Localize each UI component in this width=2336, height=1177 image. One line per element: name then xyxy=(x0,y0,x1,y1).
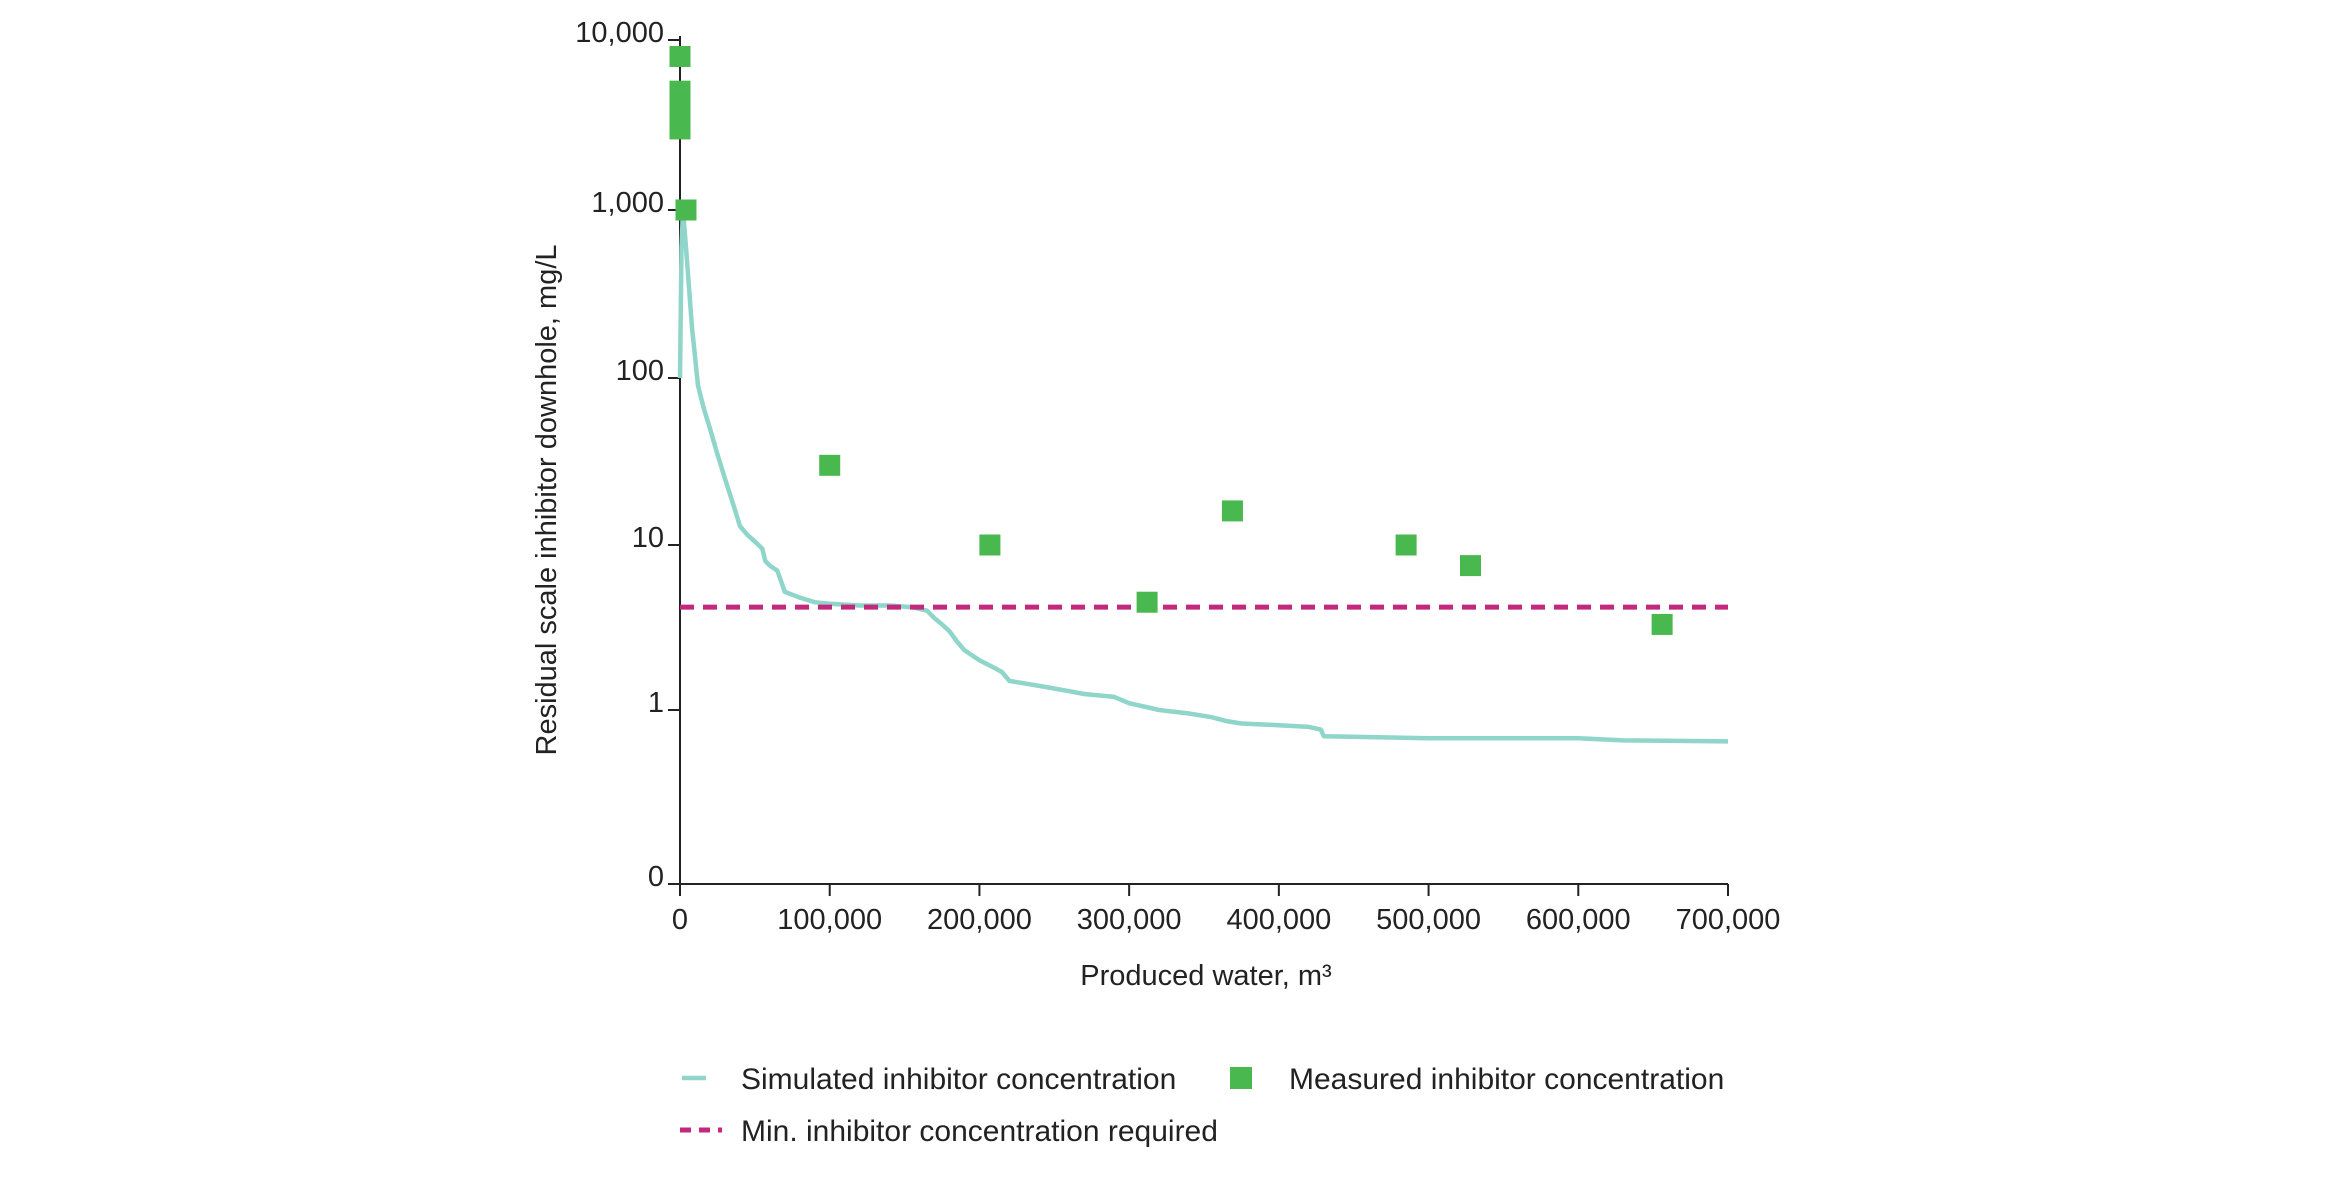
measured-series-points xyxy=(669,45,1673,635)
x-tick-label: 200,000 xyxy=(927,904,1032,936)
y-tick-label: 10 xyxy=(632,522,664,554)
measured-point xyxy=(1395,534,1417,556)
legend: Simulated inhibitor concentration Measur… xyxy=(680,1063,1724,1148)
legend-item-min-required: Min. inhibitor concentration required xyxy=(680,1115,1218,1148)
axes: 0 1 10 100 1,000 10,000 0 100,000 200,000 300,00… xyxy=(575,17,1780,936)
legend-label-simulated: Simulated inhibitor concentration xyxy=(741,1063,1176,1096)
legend-item-simulated: Simulated inhibitor concentration xyxy=(682,1063,1176,1096)
y-tick-label: 100 xyxy=(616,355,664,387)
measured-point xyxy=(669,45,691,67)
simulated-series-line xyxy=(677,207,1729,744)
y-axis-title: Residual scale inhibitor downhole, mg/L xyxy=(531,244,563,755)
x-tick-label: 700,000 xyxy=(1676,904,1781,936)
measured-point xyxy=(1459,555,1481,577)
y-tick-label: 10,000 xyxy=(575,17,664,49)
x-axis-title: Produced water, m³ xyxy=(1080,960,1332,992)
measured-point xyxy=(979,534,1001,556)
measured-point xyxy=(1136,591,1158,613)
measured-point xyxy=(1221,500,1243,522)
measured-point xyxy=(819,454,841,476)
y-ticks: 0 1 10 100 1,000 10,000 xyxy=(575,17,680,893)
x-tick-label: 0 xyxy=(672,904,688,936)
legend-label-measured: Measured inhibitor concentration xyxy=(1289,1063,1724,1096)
y-tick-label: 0 xyxy=(648,861,664,893)
y-tick-label: 1 xyxy=(648,687,664,719)
legend-label-min-required: Min. inhibitor concentration required xyxy=(741,1115,1218,1148)
x-tick-label: 500,000 xyxy=(1376,904,1481,936)
measured-point xyxy=(669,118,691,140)
x-tick-label: 400,000 xyxy=(1226,904,1331,936)
x-tick-label: 300,000 xyxy=(1077,904,1182,936)
measured-point xyxy=(675,199,697,221)
y-tick-label: 1,000 xyxy=(591,187,664,219)
x-ticks: 0 100,000 200,000 300,000 400,000 500,000 600,… xyxy=(672,884,1780,936)
legend-swatch-measured xyxy=(1230,1067,1252,1089)
x-tick-label: 100,000 xyxy=(777,904,882,936)
plot-area xyxy=(669,45,1729,744)
x-tick-label: 600,000 xyxy=(1526,904,1631,936)
measured-point xyxy=(1651,613,1673,635)
legend-item-measured: Measured inhibitor concentration xyxy=(1230,1063,1724,1096)
